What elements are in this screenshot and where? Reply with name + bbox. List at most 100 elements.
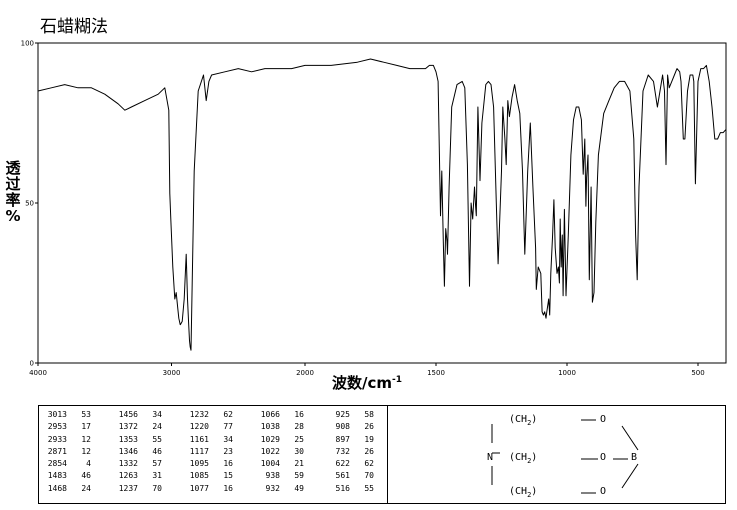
peak-wavenumber: 1332 (118, 459, 138, 469)
peak-transmittance: 24 (81, 483, 91, 493)
peak-row: 938 59 (254, 470, 304, 482)
peak-wavenumber: 516 (335, 483, 350, 493)
peak-transmittance: 30 (294, 446, 304, 456)
peak-wavenumber: 3013 (47, 410, 67, 419)
peak-row: 1332 57 (112, 458, 162, 470)
peak-transmittance: 55 (364, 483, 374, 493)
x-axis-label: 波数/cm-1 (332, 372, 402, 393)
peak-row: 2871 12 (41, 446, 91, 458)
y-axis-label-char: 率 (5, 191, 21, 209)
peak-wavenumber: 2953 (47, 422, 67, 432)
peak-transmittance: 58 (364, 410, 374, 419)
peak-wavenumber: 1004 (260, 459, 280, 469)
peak-transmittance: 12 (81, 446, 91, 456)
peak-wavenumber: 938 (265, 471, 280, 481)
peak-row: 1161 34 (183, 434, 233, 446)
peak-row: 925 58 (324, 409, 374, 421)
peak-wavenumber: 561 (335, 471, 350, 481)
peak-wavenumber: 1220 (189, 422, 209, 432)
x-tick-label: 1500 (427, 369, 445, 377)
peak-row: 1004 21 (254, 458, 304, 470)
peak-transmittance: 46 (152, 446, 162, 456)
peak-wavenumber: 1346 (118, 446, 138, 456)
ir-spectrum-chart: 4000 3000 2000 1500 1000 500 0 50 100 (21, 40, 727, 377)
peak-wavenumber: 908 (335, 422, 350, 432)
peak-wavenumber: 1077 (189, 483, 209, 493)
y-tick-label: 50 (25, 200, 34, 208)
peak-wavenumber: 1085 (189, 471, 209, 481)
peak-wavenumber: 732 (335, 446, 350, 456)
peak-row: 2953 17 (41, 421, 91, 433)
peak-row: 516 55 (324, 483, 374, 495)
peak-transmittance: 77 (223, 422, 233, 432)
peak-row: 1346 46 (112, 446, 162, 458)
x-tick-label: 500 (691, 369, 704, 377)
peak-transmittance: 26 (364, 446, 374, 456)
y-axis-label-unit: % (5, 207, 21, 225)
x-axis-label-text: 波数/cm (332, 374, 393, 392)
peak-row: 1353 55 (112, 434, 162, 446)
peak-wavenumber: 1263 (118, 471, 138, 481)
peak-transmittance: 4 (86, 459, 91, 469)
peak-transmittance: 59 (294, 471, 304, 481)
peak-wavenumber: 1038 (260, 422, 280, 432)
x-tick-label: 3000 (163, 369, 181, 377)
y-axis-label: 透 过 率 % (2, 160, 24, 224)
peak-transmittance: 17 (81, 422, 91, 432)
molecular-structure: (CH2) O N (CH2) O B (CH2) O (387, 406, 726, 503)
peak-transmittance: 62 (364, 459, 374, 469)
peak-wavenumber: 925 (335, 410, 350, 419)
boron-atom: B (631, 452, 638, 463)
peak-transmittance: 46 (81, 471, 91, 481)
peak-row: 1220 77 (183, 421, 233, 433)
peak-row: 897 19 (324, 434, 374, 446)
peak-row: 1022 30 (254, 446, 304, 458)
spectrum-line (37, 58, 727, 351)
peak-transmittance: 53 (81, 410, 91, 419)
peak-wavenumber: 1066 (260, 410, 280, 419)
x-tick-label: 1000 (558, 369, 576, 377)
peak-table-column: 925 58 908 26 897 19 732 26 622 62 561 70 516 55 (324, 409, 374, 495)
peak-row: 1232 62 (183, 409, 233, 421)
peak-wavenumber: 1095 (189, 459, 209, 469)
chart-title: 石蜡糊法 (40, 17, 108, 37)
peak-row: 1237 70 (112, 483, 162, 495)
peak-row: 3013 53 (41, 409, 91, 421)
peak-transmittance: 49 (294, 483, 304, 493)
peak-row: 1029 25 (254, 434, 304, 446)
peak-row: 1372 24 (112, 421, 162, 433)
peak-wavenumber: 1372 (118, 422, 138, 432)
peak-wavenumber: 1161 (189, 434, 209, 444)
peak-row: 1263 31 (112, 470, 162, 482)
peak-transmittance: 26 (364, 422, 374, 432)
peak-row: 561 70 (324, 470, 374, 482)
peak-table-column: 3013 53 2953 17 2933 12 2871 12 2854 4 1483 46 1468 2… (41, 409, 91, 495)
x-tick-label: 4000 (29, 369, 47, 377)
peak-transmittance: 28 (294, 422, 304, 432)
peak-row: 732 26 (324, 446, 374, 458)
peak-transmittance: 31 (152, 471, 162, 481)
peak-row: 1483 46 (41, 470, 91, 482)
y-axis-label-char: 过 (5, 175, 21, 193)
peak-transmittance: 24 (152, 422, 162, 432)
peak-row: 1038 28 (254, 421, 304, 433)
peak-row: 1085 15 (183, 470, 233, 482)
peak-transmittance: 23 (223, 446, 233, 456)
peak-wavenumber: 1117 (189, 446, 209, 456)
oxygen-atom-middle: O (600, 452, 607, 463)
peak-transmittance: 55 (152, 434, 162, 444)
peak-wavenumber: 1022 (260, 446, 280, 456)
x-axis-label-exponent: -1 (392, 375, 403, 385)
peak-wavenumber: 2933 (47, 434, 67, 444)
ch2-group-middle: (CH2) (509, 452, 538, 465)
peak-row: 1066 16 (254, 409, 304, 421)
peak-transmittance: 62 (223, 410, 233, 419)
peak-transmittance: 12 (81, 434, 91, 444)
peak-transmittance: 70 (364, 471, 374, 481)
peak-row: 2854 4 (41, 458, 91, 470)
peak-transmittance: 70 (152, 483, 162, 493)
y-tick-label: 100 (21, 40, 34, 48)
peak-transmittance: 21 (294, 459, 304, 469)
peak-wavenumber: 897 (335, 434, 350, 444)
peak-row: 1117 23 (183, 446, 233, 458)
